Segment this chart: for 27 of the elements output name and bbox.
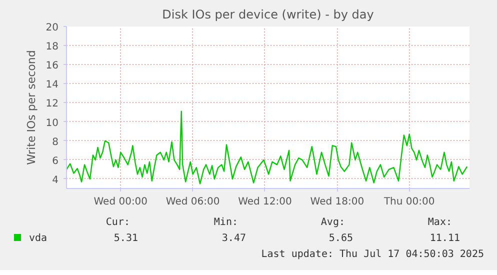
x-tick-label: Wed 06:00	[166, 196, 220, 208]
text: 5.31	[114, 232, 138, 246]
text: Avg:	[320, 216, 345, 230]
text: Max:	[428, 216, 452, 230]
y-tick-label: 6	[52, 156, 59, 167]
text: Last update: Thu Jul 17 04:50:03 2025	[261, 248, 484, 262]
text: Min:	[214, 216, 238, 230]
y-tick-label: 18	[46, 42, 59, 53]
x-tick-label: Wed 18:00	[310, 196, 364, 208]
line-series	[66, 110, 468, 184]
y-tick-label: 20	[46, 22, 59, 34]
y-tick-label: 10	[46, 118, 59, 129]
y-tick-label: 12	[46, 98, 59, 110]
y-tick-label: 14	[46, 80, 59, 91]
x-tick-label: Wed 12:00	[238, 196, 292, 208]
text: 3.47	[222, 232, 246, 246]
y-tick-label: 4	[52, 174, 59, 186]
text: 5.65	[328, 232, 353, 246]
text: 11.11	[430, 232, 460, 246]
y-tick-label: 16	[46, 60, 59, 72]
y-tick-label: 8	[52, 136, 59, 148]
x-tick-label: Thu 00:00	[382, 196, 435, 208]
legend-label: vda	[28, 232, 48, 246]
x-tick-label: Wed 00:00	[94, 196, 148, 208]
chart-title: Disk IOs per device (write) - by day	[162, 8, 374, 22]
y-axis-title: Write IOs per second	[24, 50, 38, 165]
text: Cur:	[106, 216, 130, 230]
